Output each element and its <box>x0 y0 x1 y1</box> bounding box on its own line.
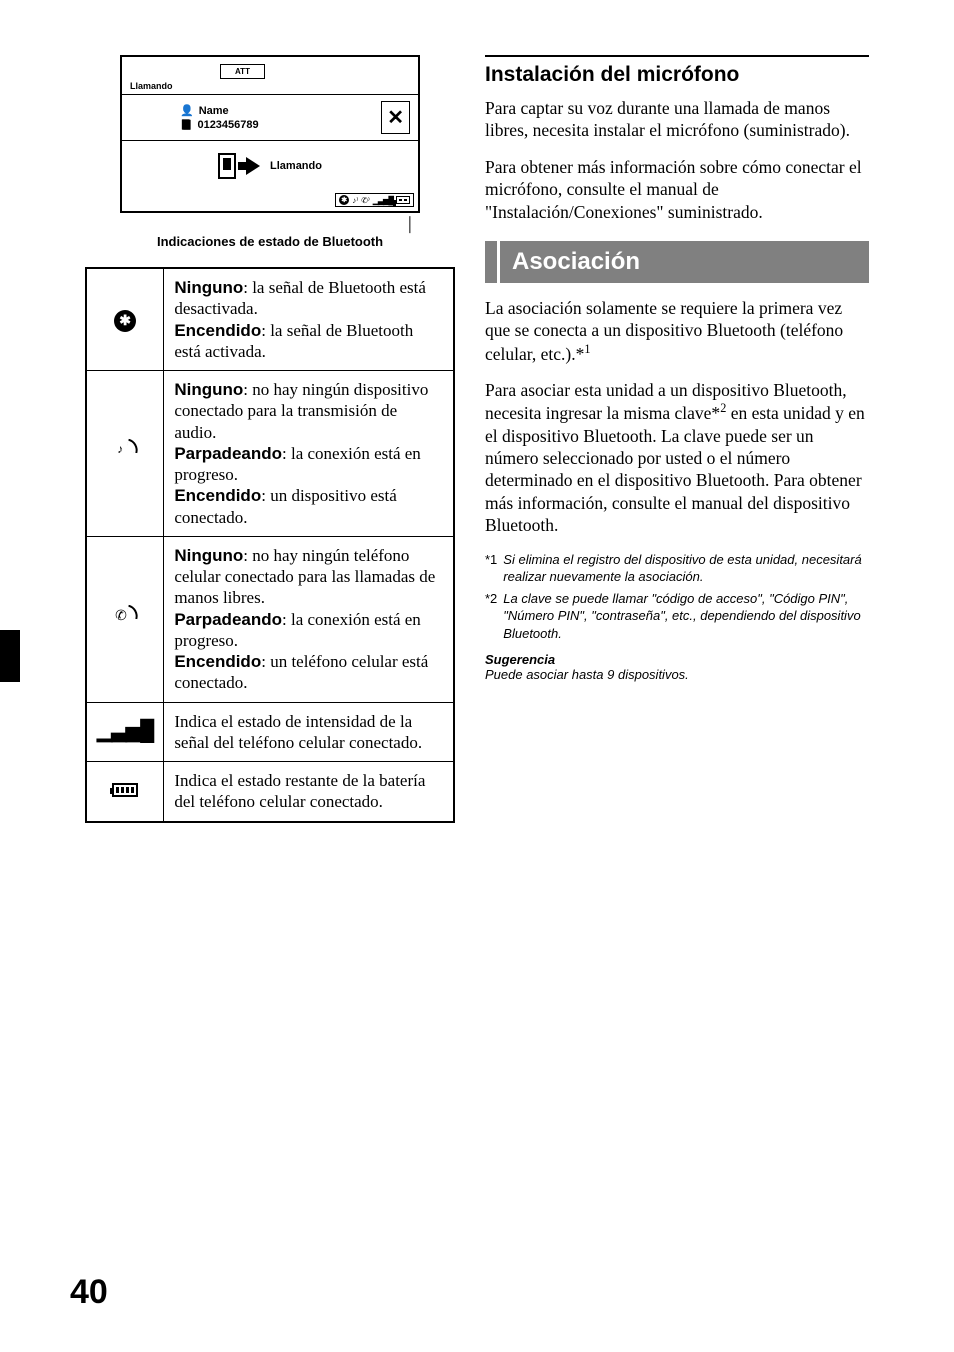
phone-mini-icon: ✆⁾ <box>361 196 370 205</box>
heading-mic-install: Instalación del micrófono <box>485 55 869 87</box>
paragraph: Para captar su voz durante una llamada d… <box>485 97 869 142</box>
footnote-mark: *2 <box>485 590 497 643</box>
left-column: ATT Llamando Name 0123456789 ✕ <box>85 55 455 823</box>
bt-mini-icon: ✱ <box>339 195 349 205</box>
desc-cell: Ninguno: la señal de Bluetooth está desa… <box>164 268 454 371</box>
contact-name: Name <box>199 105 229 117</box>
phone-state-label: Llamando <box>122 81 418 95</box>
state-label: Encendido <box>174 486 261 505</box>
arrow-right-icon <box>246 157 260 175</box>
section-title: Asociación <box>497 241 869 283</box>
state-label: Encendido <box>174 321 261 340</box>
table-row: Indica el estado restante de la batería … <box>86 762 454 822</box>
device-icon <box>218 153 236 179</box>
audio-mini-icon: ♪⁾ <box>352 196 358 205</box>
table-row: ▁▃▅█ Indica el estado de intensidad de l… <box>86 702 454 762</box>
contact-info: Name 0123456789 <box>180 104 259 131</box>
para-text: La asociación solamente se requiere la p… <box>485 298 843 364</box>
icon-cell-audio <box>86 371 164 537</box>
status-pointer: │ <box>85 216 455 232</box>
handsfree-phone-icon <box>115 606 135 626</box>
bluetooth-icon: ✱ <box>114 310 136 332</box>
contact-number-line: 0123456789 <box>180 119 259 131</box>
contact-number: 0123456789 <box>197 119 258 131</box>
icon-cell-phone <box>86 536 164 702</box>
phone-calling-row: Llamando <box>122 141 418 191</box>
paragraph: Para obtener más información sobre cómo … <box>485 156 869 223</box>
desc-cell: Ninguno: no hay ningún dispositivo conec… <box>164 371 454 537</box>
tip-heading: Sugerencia <box>485 652 869 667</box>
icon-cell-signal: ▁▃▅█ <box>86 702 164 762</box>
att-badge: ATT <box>220 64 265 79</box>
state-label: Ninguno <box>174 380 243 399</box>
paragraph: La asociación solamente se requiere la p… <box>485 297 869 365</box>
person-icon <box>180 104 194 117</box>
icon-cell-battery <box>86 762 164 822</box>
footnote-mark: *1 <box>485 551 497 586</box>
phone-screen-mock: ATT Llamando Name 0123456789 ✕ <box>120 55 420 213</box>
mute-icon-box: ✕ <box>381 101 410 134</box>
desc-cell: Indica el estado restante de la batería … <box>164 762 454 822</box>
signal-strength-icon: ▁▃▅█ <box>97 719 153 744</box>
table-row: ✱ Ninguno: la señal de Bluetooth está de… <box>86 268 454 371</box>
state-label: Ninguno <box>174 546 243 565</box>
state-label: Parpadeando <box>174 610 282 629</box>
status-icon-strip: ✱ ♪⁾ ✆⁾ ▁▃▅█ <box>335 193 414 207</box>
table-row: Ninguno: no hay ningún teléfono celular … <box>86 536 454 702</box>
right-column: Instalación del micrófono Para captar su… <box>485 55 869 823</box>
footnote-text: La clave se puede llamar "código de acce… <box>503 590 869 643</box>
battery-icon <box>112 783 138 797</box>
state-label: Parpadeando <box>174 444 282 463</box>
side-tab <box>0 630 20 682</box>
table-row: Ninguno: no hay ningún dispositivo conec… <box>86 371 454 537</box>
desc-cell: Ninguno: no hay ningún teléfono celular … <box>164 536 454 702</box>
footnote: *2 La clave se puede llamar "código de a… <box>485 590 869 643</box>
calling-label: Llamando <box>270 160 322 172</box>
contact-name-line: Name <box>180 104 259 117</box>
phonebook-icon <box>180 119 192 131</box>
phone-top-row: ATT <box>122 57 418 81</box>
superscript: 1 <box>584 342 590 356</box>
audio-stream-icon <box>115 440 135 460</box>
signal-mini-icon: ▁▃▅█ <box>373 196 393 205</box>
mute-icon: ✕ <box>387 107 404 129</box>
icon-cell-bluetooth: ✱ <box>86 268 164 371</box>
tip-body: Puede asociar hasta 9 dispositivos. <box>485 667 869 682</box>
section-accent <box>485 241 497 283</box>
desc-cell: Indica el estado de intensidad de la señ… <box>164 702 454 762</box>
battery-mini-icon <box>396 196 410 204</box>
page-content: ATT Llamando Name 0123456789 ✕ <box>0 0 954 863</box>
figure-caption: Indicaciones de estado de Bluetooth <box>85 234 455 249</box>
state-label: Encendido <box>174 652 261 671</box>
state-label: Ninguno <box>174 278 243 297</box>
footnote: *1 Si elimina el registro del dispositiv… <box>485 551 869 586</box>
section-heading-bar: Asociación <box>485 241 869 283</box>
bluetooth-status-table: ✱ Ninguno: la señal de Bluetooth está de… <box>85 267 455 823</box>
paragraph: Para asociar esta unidad a un dispositiv… <box>485 379 869 537</box>
footnote-text: Si elimina el registro del dispositivo d… <box>503 551 869 586</box>
page-number: 40 <box>70 1273 108 1312</box>
phone-contact-row: Name 0123456789 ✕ <box>122 95 418 141</box>
phone-status-bar: ✱ ♪⁾ ✆⁾ ▁▃▅█ <box>122 191 418 211</box>
